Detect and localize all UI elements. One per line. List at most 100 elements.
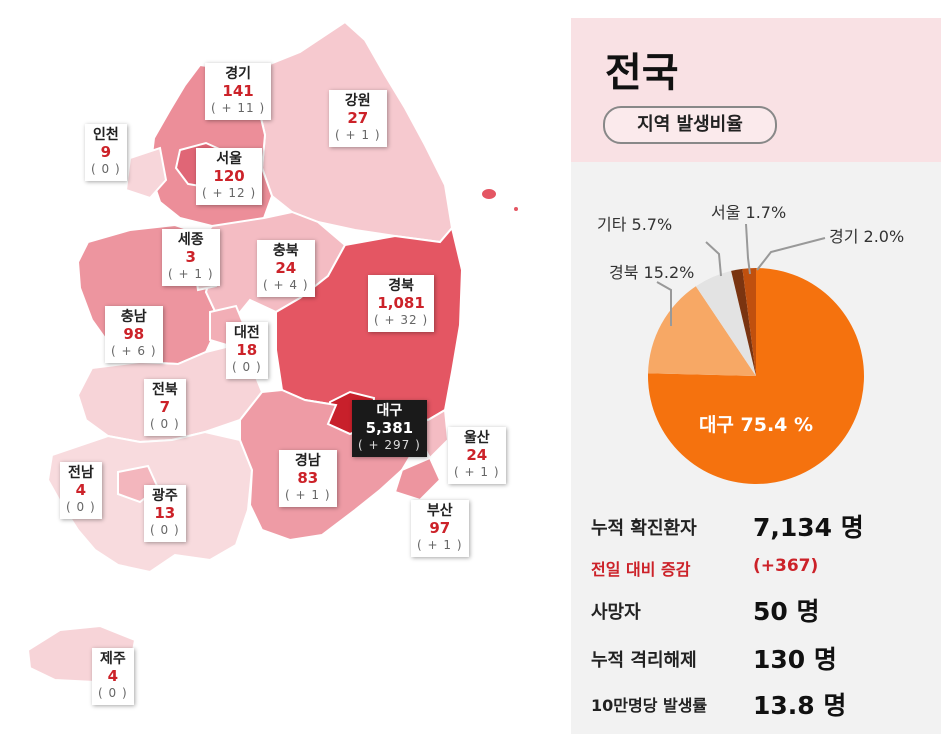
region-label-busan[interactable]: 부산 97 ( + 1 ) [411,500,469,558]
stat-value: 50 명 [753,597,820,626]
region-diff: ( + 11 ) [211,101,266,116]
region-name: 인천 [92,127,119,143]
stat-incidence-rate: 10만명당 발생률 13.8 명 [591,684,931,720]
pie-leader-line [745,223,751,275]
region-label-gyeongnam[interactable]: 경남 83 ( + 1 ) [279,450,337,508]
region-shape-ulleung [482,189,496,199]
region-diff: ( + 12 ) [202,186,257,201]
region-count: 97 [429,518,451,537]
region-name: 부산 [426,503,453,519]
region-diff: ( + 1 ) [168,267,214,282]
region-name: 울산 [463,430,490,446]
region-diff: ( + 297 ) [358,438,421,453]
region-label-chungbuk[interactable]: 충북 24 ( + 4 ) [257,240,315,298]
region-label-gyeongbuk[interactable]: 경북 1,081 ( + 32 ) [368,275,435,333]
stat-label: 사망자 [591,602,641,623]
region-label-jeju[interactable]: 제주 4 ( 0 ) [92,648,134,706]
region-name: 광주 [151,488,178,504]
region-label-gangwon[interactable]: 강원 27 ( + 1 ) [329,90,387,148]
region-count: 83 [297,468,319,487]
region-count: 120 [213,166,245,185]
stat-total-confirmed: 누적 확진환자 7,134 명 [591,506,931,542]
region-name: 서울 [216,151,242,167]
region-count: 24 [275,258,297,277]
region-count: 4 [75,480,87,499]
pie-label-대구: 대구 75.4 % [699,414,813,436]
region-name: 전남 [67,465,94,481]
pie-slice-서울 [731,268,756,376]
region-label-daegu[interactable]: 대구 5,381 ( + 297 ) [352,400,427,458]
region-diff: ( + 6 ) [111,344,157,359]
region-diff: ( + 1 ) [335,128,381,143]
region-diff: ( 0 ) [150,523,180,538]
region-name: 충남 [120,309,147,325]
region-diff: ( + 1 ) [417,538,463,553]
region-ratio-pie-chart: 대구 75.4 % 경북 15.2% 기타 5.7% 서울 1.7% 경기 2.0% [597,203,904,484]
region-label-gwangju[interactable]: 광주 13 ( 0 ) [144,485,186,543]
pie-slice-기타 [695,270,756,376]
stat-label: 누적 확진환자 [591,518,697,539]
region-name: 경북 [388,278,414,294]
region-count: 27 [347,108,369,127]
region-count: 13 [154,503,176,522]
region-ratio-badge: 지역 발생비율 [603,106,777,144]
stat-value: 130 명 [753,645,837,674]
stat-released: 누적 격리해제 130 명 [591,638,931,674]
region-count: 9 [100,142,112,161]
stat-deaths: 사망자 50 명 [591,590,931,626]
region-diff: ( + 1 ) [454,465,500,480]
region-shape-incheon[interactable] [124,146,168,200]
region-name: 경남 [294,453,321,469]
stat-value: 13.8 명 [753,691,847,720]
region-label-chungnam[interactable]: 충남 98 ( + 6 ) [105,306,163,364]
summary-panel: 전국 지역 발생비율 대구 75.4 % 경북 15.2% 기타 5.7% 서울 1.… [571,18,941,734]
panel-header: 전국 지역 발생비율 [571,18,941,162]
region-name: 경기 [225,66,251,82]
stat-label: 전일 대비 증감 [591,560,691,579]
region-count: 5,381 [365,418,414,437]
region-count: 4 [107,666,119,685]
region-diff: ( 0 ) [232,360,262,375]
stat-value: (+367) [753,556,819,576]
region-diff: ( 0 ) [98,686,128,701]
region-count: 98 [123,324,145,343]
region-diff: ( + 1 ) [285,488,331,503]
region-diff: ( + 32 ) [374,313,429,328]
pie-label-경북: 경북 15.2% [609,263,694,282]
stat-label: 10만명당 발생률 [591,696,708,715]
pie-leader-line [656,281,672,326]
stat-value: 7,134 명 [753,513,864,542]
region-diff: ( 0 ) [150,417,180,432]
region-count: 7 [159,397,171,416]
region-diff: ( 0 ) [91,162,121,177]
region-count: 18 [236,340,258,359]
region-label-jeonbuk[interactable]: 전북 7 ( 0 ) [144,379,186,437]
region-label-seoul[interactable]: 서울 120 ( + 12 ) [196,148,263,206]
region-label-sejong[interactable]: 세종 3 ( + 1 ) [162,229,220,287]
stat-daily-change: 전일 대비 증감 (+367) [591,548,931,584]
pie-label-서울: 서울 1.7% [711,203,786,222]
region-label-incheon[interactable]: 인천 9 ( 0 ) [85,124,127,182]
region-label-daejeon[interactable]: 대전 18 ( 0 ) [226,322,268,380]
region-name: 강원 [344,93,371,109]
region-label-ulsan[interactable]: 울산 24 ( + 1 ) [448,427,506,485]
pie-slice-경북 [648,286,756,376]
region-name: 충북 [272,243,299,259]
region-label-gyeonggi[interactable]: 경기 141 ( + 11 ) [205,63,272,121]
pie-slice-경기 [742,268,756,376]
region-count: 3 [185,247,196,266]
region-diff: ( 0 ) [66,500,96,515]
pie-label-경기: 경기 2.0% [829,227,904,246]
pie-leader-line [756,237,826,271]
region-shape-busan[interactable] [393,456,442,502]
region-shape-dokdo [514,207,518,211]
pie-leader-line [705,241,722,277]
panel-title: 전국 [605,50,679,96]
region-count: 24 [466,445,488,464]
region-count: 141 [222,81,254,100]
region-name: 제주 [99,651,126,667]
pie-label-기타: 기타 5.7% [597,215,672,234]
korea-map [26,20,518,684]
region-name: 세종 [177,232,204,248]
region-label-jeonnam[interactable]: 전남 4 ( 0 ) [60,462,102,520]
